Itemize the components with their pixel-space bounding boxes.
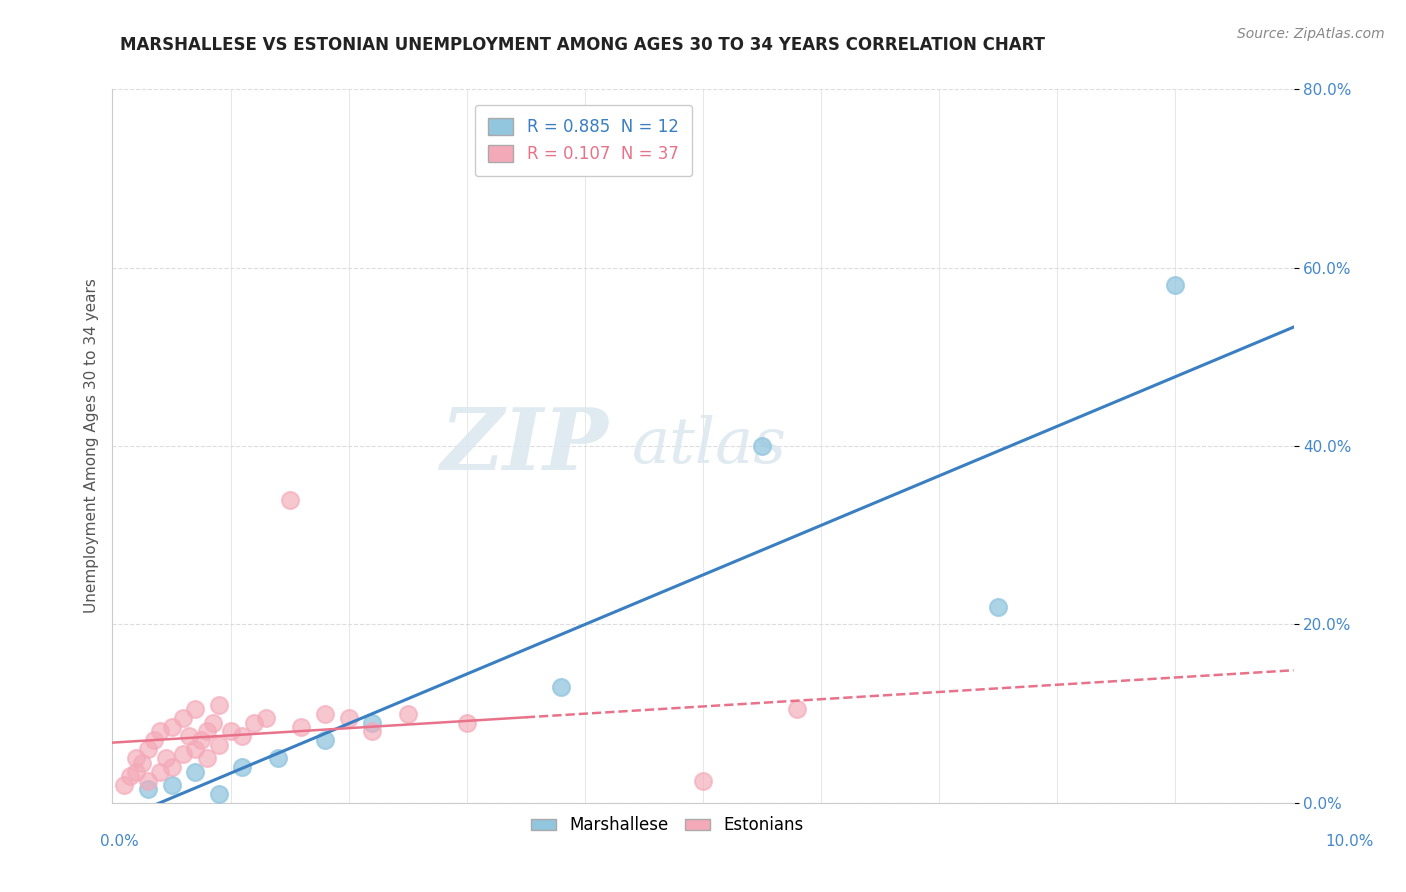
Text: MARSHALLESE VS ESTONIAN UNEMPLOYMENT AMONG AGES 30 TO 34 YEARS CORRELATION CHART: MARSHALLESE VS ESTONIAN UNEMPLOYMENT AMO… — [120, 36, 1045, 54]
Point — [172, 711, 194, 725]
Point — [361, 724, 384, 739]
Point — [120, 769, 142, 783]
Point — [142, 733, 165, 747]
Point — [125, 751, 148, 765]
Point — [692, 773, 714, 788]
Point — [184, 764, 207, 779]
Text: Source: ZipAtlas.com: Source: ZipAtlas.com — [1237, 27, 1385, 41]
Point — [184, 702, 207, 716]
Point — [160, 760, 183, 774]
Text: 0.0%: 0.0% — [100, 834, 139, 849]
Point — [550, 680, 572, 694]
Point — [314, 706, 336, 721]
Point — [361, 715, 384, 730]
Point — [1164, 278, 1187, 293]
Point — [337, 711, 360, 725]
Point — [786, 702, 808, 716]
Point — [219, 724, 242, 739]
Point — [396, 706, 419, 721]
Point — [267, 751, 290, 765]
Point — [149, 724, 172, 739]
Point — [278, 492, 301, 507]
Y-axis label: Unemployment Among Ages 30 to 34 years: Unemployment Among Ages 30 to 34 years — [83, 278, 98, 614]
Point — [179, 729, 201, 743]
Point — [456, 715, 478, 730]
Point — [149, 764, 172, 779]
Point — [201, 715, 224, 730]
Point — [314, 733, 336, 747]
Legend: Marshallese, Estonians: Marshallese, Estonians — [524, 810, 811, 841]
Point — [751, 439, 773, 453]
Point — [208, 787, 231, 801]
Point — [195, 751, 218, 765]
Point — [155, 751, 177, 765]
Point — [195, 724, 218, 739]
Point — [254, 711, 277, 725]
Point — [160, 778, 183, 792]
Point — [136, 773, 159, 788]
Text: atlas: atlas — [633, 415, 787, 477]
Point — [125, 764, 148, 779]
Point — [136, 782, 159, 797]
Point — [172, 747, 194, 761]
Point — [131, 756, 153, 770]
Point — [243, 715, 266, 730]
Point — [290, 720, 312, 734]
Point — [987, 599, 1010, 614]
Point — [208, 698, 231, 712]
Point — [136, 742, 159, 756]
Point — [231, 729, 253, 743]
Point — [208, 738, 231, 752]
Text: 10.0%: 10.0% — [1326, 834, 1374, 849]
Point — [160, 720, 183, 734]
Text: ZIP: ZIP — [440, 404, 609, 488]
Point — [184, 742, 207, 756]
Point — [190, 733, 212, 747]
Point — [112, 778, 135, 792]
Point — [231, 760, 253, 774]
